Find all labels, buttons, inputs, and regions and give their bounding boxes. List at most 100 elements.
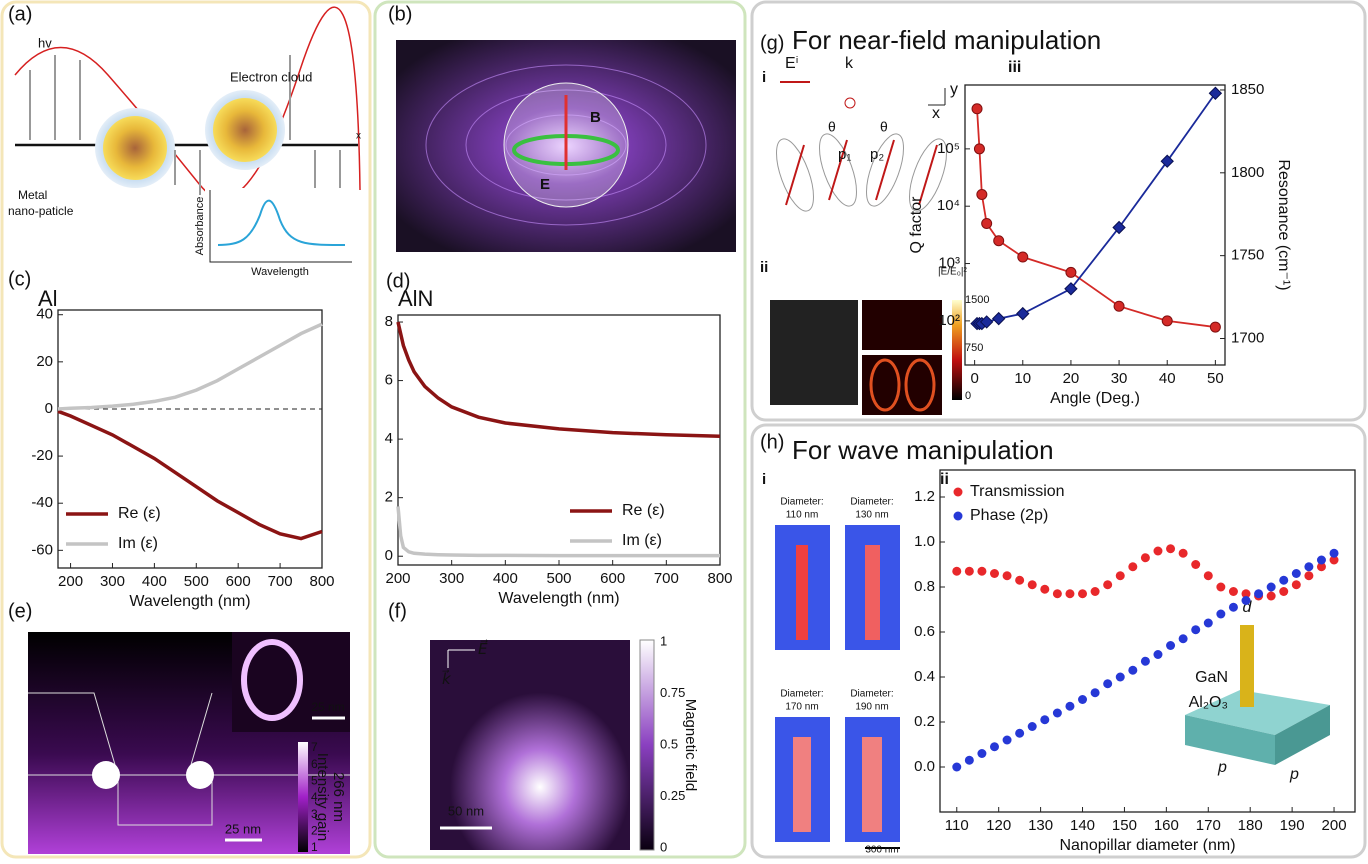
- colorbar-tick-label: 1500: [965, 294, 989, 306]
- marker: [1191, 560, 1200, 569]
- y-tick-label: 1.2: [914, 488, 935, 505]
- label: 110 nm: [786, 510, 819, 521]
- x-tick-label: 20: [1063, 370, 1080, 387]
- series-line: [58, 324, 322, 409]
- x-tick-label: 500: [184, 573, 209, 590]
- label: (b): [388, 3, 412, 25]
- marker: [977, 567, 986, 576]
- y-tick-label: 20: [36, 353, 53, 370]
- panel-label: ii: [940, 471, 949, 488]
- marker: [1279, 587, 1288, 596]
- label: For near-field manipulation: [792, 25, 1101, 55]
- y-tick-label: 10⁵: [937, 140, 960, 157]
- label: k: [845, 55, 854, 72]
- x-tick-label: 300: [439, 570, 464, 587]
- label: Electron cloud: [230, 69, 312, 84]
- marker: [1116, 571, 1125, 580]
- legend-swatch: [954, 512, 963, 521]
- marker: [1003, 736, 1012, 745]
- label: (f): [388, 600, 407, 622]
- label: (g): [760, 32, 784, 54]
- y-tick-label: 10²: [938, 312, 960, 329]
- x-tick-label: 30: [1111, 370, 1128, 387]
- marker: [974, 144, 984, 154]
- panel-a-art: [15, 7, 360, 268]
- label: Eⁱ: [785, 55, 799, 72]
- colorbar-tick-label: 0.25: [660, 788, 685, 803]
- marker: [1103, 580, 1112, 589]
- label: E⃗: [478, 639, 488, 658]
- marker: [1141, 657, 1150, 666]
- marker: [965, 567, 974, 576]
- legend-label: Transmission: [970, 483, 1065, 500]
- colorbar-tick-label: 5: [311, 774, 318, 788]
- x-tick-label: 160: [1154, 817, 1179, 834]
- y-tick-label: 0.0: [914, 758, 935, 775]
- x-tick-label: 700: [268, 573, 293, 590]
- y-tick-label: -20: [31, 447, 53, 464]
- y-tick-label: 10⁴: [937, 197, 960, 214]
- label: Diameter:: [850, 689, 893, 700]
- label: i: [762, 69, 766, 86]
- marker: [1028, 722, 1037, 731]
- marker: [1015, 576, 1024, 585]
- colorbar-tick-label: 1: [311, 840, 318, 854]
- label: (e): [8, 600, 32, 622]
- label: (a): [8, 3, 32, 25]
- panel-e-art: [28, 632, 350, 854]
- figure: (a)hvElectron cloudMetalnano-paticlexAbs…: [0, 0, 1368, 859]
- y2-tick-label: 1850: [1231, 81, 1264, 98]
- x-axis-label: Wavelength (nm): [129, 593, 250, 610]
- label: θ: [880, 119, 888, 135]
- marker: [1153, 650, 1162, 659]
- colorbar-tick-label: 0.5: [660, 736, 678, 751]
- colorbar-tick-label: 0.75: [660, 685, 685, 700]
- legend-swatch: [954, 488, 963, 497]
- label: E: [540, 176, 550, 193]
- y2-axis-label: Resonance (cm⁻¹): [1275, 159, 1292, 290]
- marker: [993, 313, 1005, 325]
- label: Diameter:: [780, 497, 823, 508]
- x-tick-label: 400: [142, 573, 167, 590]
- label: B: [590, 109, 601, 126]
- label: 170 nm: [785, 702, 818, 713]
- label: 130 nm: [855, 510, 888, 521]
- label: nano-paticle: [8, 204, 74, 218]
- y-tick-label: -60: [31, 541, 53, 558]
- y-tick-label: 10³: [938, 255, 960, 272]
- marker: [1040, 715, 1049, 724]
- marker: [1317, 556, 1326, 565]
- marker: [1116, 673, 1125, 682]
- marker: [1229, 603, 1238, 612]
- marker: [1153, 547, 1162, 556]
- marker: [1166, 544, 1175, 553]
- marker: [1161, 155, 1173, 167]
- legend-label: Re (ε): [622, 502, 665, 519]
- x-tick-label: 200: [58, 573, 83, 590]
- marker: [1091, 688, 1100, 697]
- marker: [1209, 87, 1221, 99]
- y-tick-label: 6: [385, 372, 393, 389]
- marker: [1003, 571, 1012, 580]
- series-line: [977, 93, 1215, 323]
- label: For wave manipulation: [792, 435, 1054, 465]
- marker: [1204, 619, 1213, 628]
- y-tick-label: 1.0: [914, 533, 935, 550]
- legend-label: Phase (2p): [970, 507, 1048, 524]
- x-tick-label: 50: [1207, 370, 1224, 387]
- x-tick-label: 400: [493, 570, 518, 587]
- legend-label: Im (ε): [622, 532, 662, 549]
- y-tick-label: 8: [385, 313, 393, 330]
- series-line: [398, 322, 720, 436]
- label: Absorbance: [194, 197, 206, 256]
- series-line: [977, 109, 1215, 327]
- plot-frame: [58, 310, 322, 568]
- label: hv: [38, 35, 52, 50]
- marker: [952, 763, 961, 772]
- label: Metal: [18, 188, 47, 202]
- marker: [1229, 587, 1238, 596]
- marker: [977, 749, 986, 758]
- label: 25 nm: [311, 700, 344, 714]
- marker: [1015, 729, 1024, 738]
- colorbar-tick-label: 0: [660, 839, 667, 854]
